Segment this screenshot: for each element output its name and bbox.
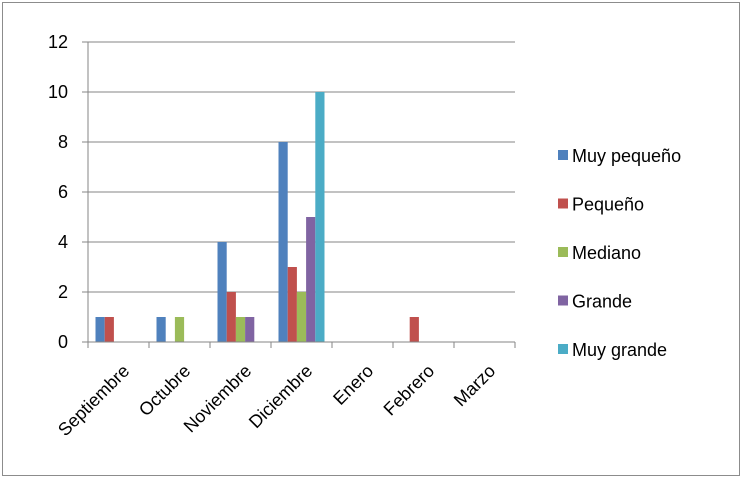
legend-swatch-mediano: [558, 247, 568, 257]
bar-mediano-octubre: [174, 317, 185, 342]
legend-swatch-muy-grande: [558, 344, 568, 354]
x-tick-label-diciembre: Diciembre: [245, 361, 316, 432]
y-tick-label-6: 6: [58, 182, 68, 202]
y-tick-label-8: 8: [58, 132, 68, 152]
gridlines: [88, 41, 515, 293]
bar-muy-pequeno-diciembre: [278, 142, 288, 342]
legend-label-muy-pequeno: Muy pequeño: [572, 146, 681, 166]
x-tick-label-marzo: Marzo: [450, 361, 500, 411]
legend-label-grande: Grande: [572, 292, 632, 312]
bar-pequeno-diciembre: [287, 267, 297, 342]
bar-grande-diciembre: [306, 217, 316, 342]
y-tick-label-0: 0: [58, 332, 68, 352]
legend-label-mediano: Mediano: [572, 243, 641, 263]
legend-swatch-muy-pequeno: [558, 150, 568, 160]
x-tick-label-octubre: Octubre: [135, 361, 194, 420]
y-tick-label-10: 10: [48, 82, 68, 102]
bar-pequeno-noviembre: [226, 292, 236, 342]
bar-muy-pequeno-septiembre: [95, 317, 105, 342]
y-tick-labels: 0 2 4 6 8 10 12: [48, 32, 68, 352]
bar-mediano-noviembre: [235, 317, 246, 342]
x-tick-label-febrero: Febrero: [380, 361, 439, 420]
x-tick-label-enero: Enero: [329, 361, 377, 409]
bar-muy-pequeno-noviembre: [217, 242, 227, 342]
legend-swatch-grande: [558, 295, 568, 306]
legend-label-pequeno: Pequeño: [572, 195, 644, 215]
bar-muy-pequeno-octubre: [156, 317, 166, 342]
bar-muy-grande-diciembre: [315, 92, 325, 342]
bar-pequeno-febrero: [409, 317, 419, 342]
legend-label-muy-grande: Muy grande: [572, 340, 667, 360]
bar-mediano-diciembre: [296, 292, 307, 342]
bars: [95, 92, 419, 342]
legend: Muy pequeño Pequeño Mediano Grande Muy grand…: [558, 146, 681, 360]
axes: [82, 41, 516, 348]
legend-swatch-pequeno: [558, 198, 568, 209]
bar-pequeno-septiembre: [104, 317, 114, 342]
y-tick-label-12: 12: [48, 32, 68, 52]
bar-grande-noviembre: [245, 317, 255, 342]
y-tick-label-2: 2: [58, 282, 68, 302]
x-tick-label-septiembre: Septiembre: [54, 361, 133, 440]
y-tick-label-4: 4: [58, 232, 68, 252]
